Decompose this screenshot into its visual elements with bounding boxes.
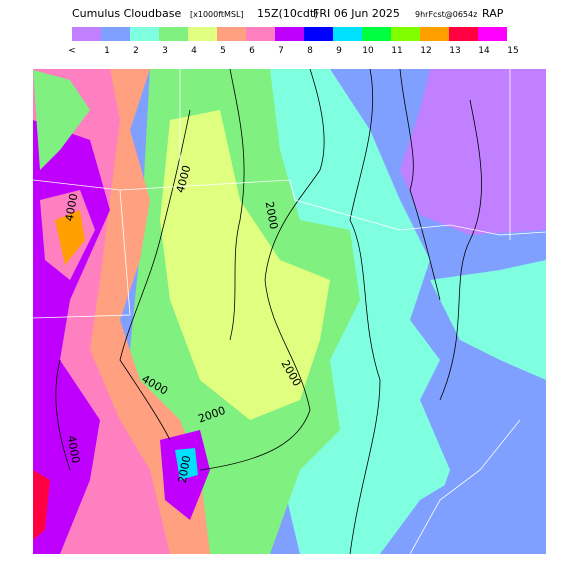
legend-swatch [333,27,362,41]
legend-swatch [275,27,304,41]
legend-label: < [68,46,76,56]
legend-swatch [101,27,130,41]
forecast: 9hrFcst@0654z [415,10,477,19]
legend-label: 11 [391,46,402,56]
date: FRI 06 Jun 2025 [313,7,400,20]
region [55,210,85,265]
legend-swatch [478,27,507,41]
legend-label: 14 [478,46,490,56]
legend-swatch [420,27,449,41]
region [33,70,90,170]
region [33,470,50,540]
contour-label: 2000 [263,200,281,230]
legend-swatch [391,27,420,41]
region [175,448,198,480]
legend-swatch [304,27,333,41]
legend-swatch [130,27,159,41]
legend-label: 3 [162,46,168,56]
contour-label: 4000 [65,434,83,464]
legend-label: 15 [507,46,518,56]
legend-label: 8 [307,46,313,56]
legend-label: 6 [249,46,255,56]
legend-label: 1 [104,46,110,56]
legend: <1 2 3 4 5 6 7 8 9 10 11 12 13 14 15 [68,27,519,56]
legend-swatch [188,27,217,41]
legend-swatch [246,27,275,41]
legend-label: 13 [449,46,460,56]
legend-label: 7 [278,46,284,56]
legend-swatch [159,27,188,41]
region [400,69,546,235]
contour-label: 4000 [63,192,81,222]
legend-swatch [449,27,478,41]
legend-label: 4 [191,46,197,56]
title: Cumulus Cloudbase [72,7,181,20]
legend-label: 9 [336,46,342,56]
contour-label: 2000 [176,454,194,484]
valid-time: 15Z(10cdt) [257,7,318,20]
legend-label: 12 [420,46,431,56]
legend-label: 2 [133,46,139,56]
region [160,110,330,420]
legend-label: 5 [220,46,226,56]
legend-label: 10 [362,46,374,56]
legend-swatch [362,27,391,41]
units: [x1000ftMSL] [190,10,244,19]
legend-swatch [217,27,246,41]
legend-swatch [72,27,101,41]
region [380,420,546,554]
model: RAP [482,7,504,20]
region [430,260,546,380]
